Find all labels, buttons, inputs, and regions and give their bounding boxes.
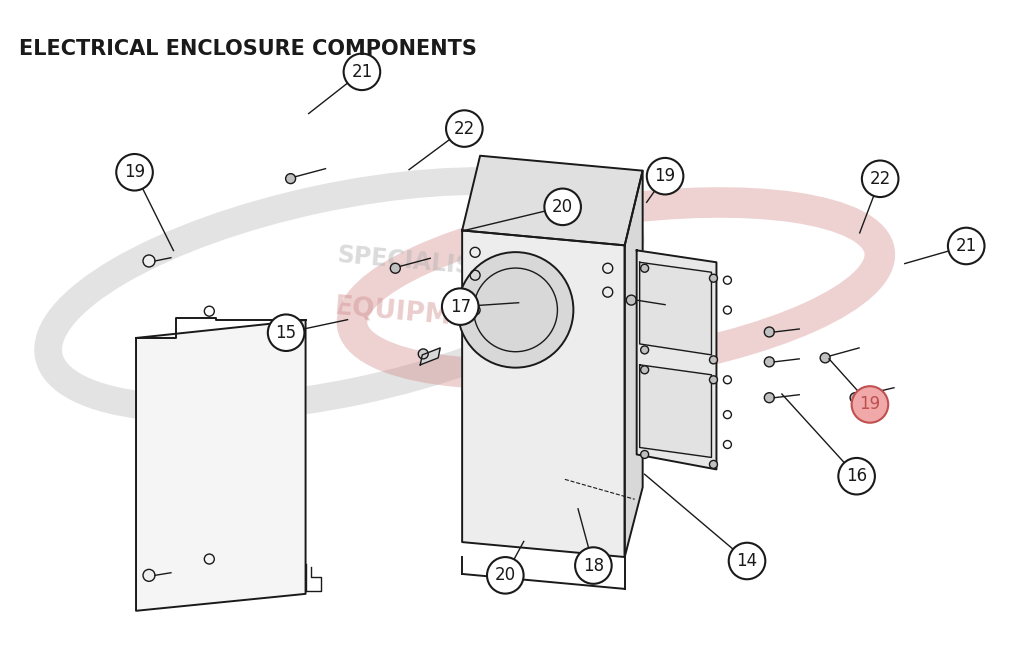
Circle shape: [647, 158, 683, 195]
Text: 19: 19: [654, 167, 676, 185]
Text: 22: 22: [454, 120, 474, 138]
Circle shape: [442, 288, 479, 325]
Circle shape: [143, 569, 155, 582]
Circle shape: [764, 393, 774, 403]
Circle shape: [710, 376, 718, 384]
Text: 14: 14: [736, 552, 758, 570]
Text: 21: 21: [351, 63, 373, 81]
Circle shape: [641, 366, 649, 374]
Circle shape: [544, 189, 581, 225]
Circle shape: [850, 393, 860, 403]
Circle shape: [764, 357, 774, 367]
Text: 19: 19: [860, 396, 880, 413]
Circle shape: [641, 264, 649, 272]
Polygon shape: [640, 262, 712, 355]
Circle shape: [487, 557, 524, 593]
Text: SPECIALISTS: SPECIALISTS: [336, 243, 506, 282]
Circle shape: [764, 327, 774, 337]
Text: 15: 15: [275, 324, 297, 342]
Circle shape: [862, 160, 899, 197]
Circle shape: [641, 451, 649, 458]
Circle shape: [390, 263, 401, 273]
Circle shape: [729, 543, 765, 579]
Circle shape: [418, 349, 428, 359]
Circle shape: [821, 353, 830, 363]
Circle shape: [948, 228, 985, 264]
Polygon shape: [462, 231, 624, 557]
Circle shape: [851, 386, 888, 422]
Text: 20: 20: [553, 198, 573, 216]
Text: 22: 22: [870, 170, 890, 188]
Polygon shape: [637, 250, 717, 470]
Text: ELECTRICAL ENCLOSURE COMPONENTS: ELECTRICAL ENCLOSURE COMPONENTS: [20, 39, 478, 59]
Circle shape: [575, 548, 612, 584]
Text: 18: 18: [583, 557, 604, 574]
Circle shape: [344, 54, 380, 90]
Text: 19: 19: [124, 163, 145, 181]
Circle shape: [838, 458, 875, 495]
Text: 16: 16: [846, 467, 867, 485]
Polygon shape: [624, 171, 643, 557]
Polygon shape: [136, 320, 306, 611]
Text: EQUIPMENT: EQUIPMENT: [333, 294, 509, 335]
Circle shape: [268, 314, 304, 351]
Circle shape: [641, 346, 649, 354]
Polygon shape: [640, 365, 712, 457]
Circle shape: [116, 154, 153, 191]
Circle shape: [710, 356, 718, 364]
Circle shape: [143, 255, 155, 267]
Text: 17: 17: [450, 297, 470, 316]
Text: 21: 21: [955, 237, 977, 255]
Text: 20: 20: [495, 567, 516, 584]
Polygon shape: [462, 156, 643, 246]
Circle shape: [626, 295, 637, 305]
Circle shape: [446, 110, 483, 147]
Circle shape: [458, 252, 573, 367]
Polygon shape: [420, 348, 441, 365]
Circle shape: [286, 174, 296, 183]
Circle shape: [710, 460, 718, 468]
Circle shape: [710, 274, 718, 282]
